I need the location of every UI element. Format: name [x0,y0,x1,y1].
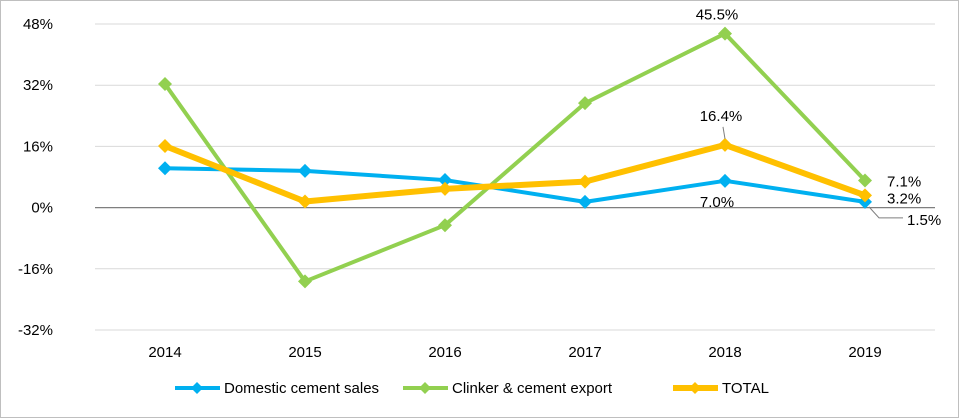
series-marker [298,274,312,289]
series-marker [298,163,312,178]
legend-marker [689,382,701,394]
series-marker [578,96,592,111]
series-line-2 [162,141,868,205]
x-tick-label: 2018 [708,344,741,361]
series-marker [718,173,732,188]
series-marker [298,194,312,209]
series-lines [158,26,872,289]
y-tick-label: 32% [23,77,53,94]
y-tick-label: 48% [23,16,53,33]
x-tick-label: 2014 [148,344,181,361]
legend-label: Clinker & cement export [452,380,613,397]
series-marker [858,188,872,203]
series-marker [858,173,872,188]
series-marker [578,174,592,189]
leader-line [868,206,903,219]
legend-marker [191,382,203,394]
legend-marker [419,382,431,394]
data-label: 7.0% [700,194,734,211]
legend-label: TOTAL [722,380,769,397]
series-marker [438,173,452,188]
series-line-0 [163,166,867,204]
series-marker [718,26,732,41]
leader-line [722,126,726,139]
series-marker [718,137,732,152]
gridlines [95,23,935,331]
y-tick-label: -16% [18,261,53,278]
x-tick-label: 2017 [568,344,601,361]
series-line-1 [163,31,867,284]
legend-label: Domestic cement sales [224,380,379,397]
x-tick-label: 2016 [428,344,461,361]
legend: Domestic cement sales Clinker & cement ex… [175,380,769,397]
data-label: 7.1% [887,173,921,190]
series-marker [438,218,452,233]
series-marker [158,139,172,154]
x-tick-label: 2019 [848,344,881,361]
x-axis-ticks: 2014 2015 2016 2017 2018 2019 [148,344,881,361]
data-label: 16.4% [700,108,743,125]
y-tick-label: 16% [23,138,53,155]
data-label: 3.2% [887,190,921,207]
y-axis-ticks: 48% 32% 16% 0% -16% -32% [18,16,53,339]
data-label: 45.5% [696,7,739,24]
y-tick-label: 0% [31,200,53,217]
series-marker [578,194,592,209]
y-tick-label: -32% [18,322,53,339]
x-tick-label: 2015 [288,344,321,361]
data-labels: 45.5% 16.4% 7.0% 7.1%3.2% 1.5% [696,7,941,229]
series-marker [438,181,452,196]
series-marker [158,161,172,176]
series-marker [158,77,172,92]
data-label: 1.5% [907,212,941,229]
